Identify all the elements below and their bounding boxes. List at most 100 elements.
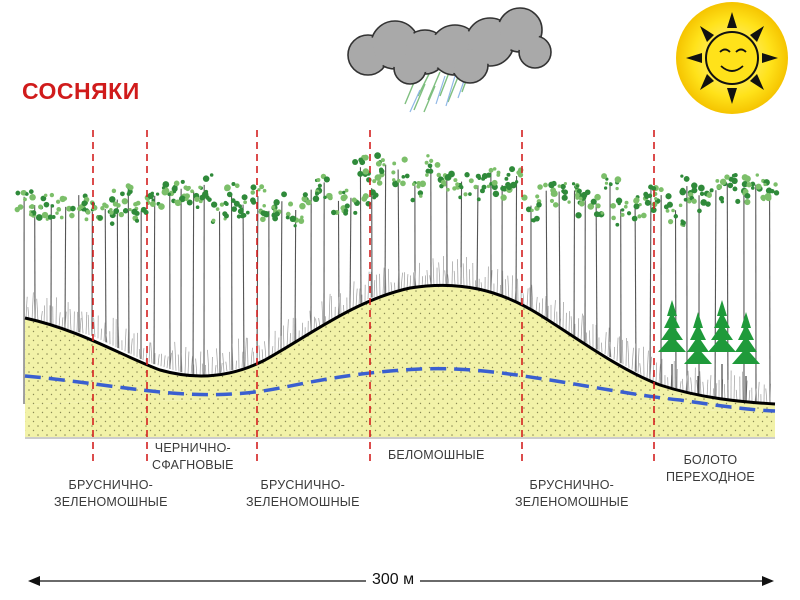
undergrowth-stroke — [337, 296, 340, 318]
undergrowth-stroke — [148, 342, 151, 363]
tree-trunk — [397, 169, 400, 291]
tree-crown — [391, 156, 408, 188]
tree-crown — [28, 193, 44, 221]
undergrowth-stroke — [340, 293, 342, 316]
undergrowth-stroke — [136, 332, 138, 358]
undergrowth-stroke — [715, 383, 718, 399]
zone-label-lingonberry-1: БРУСНИЧНО- ЗЕЛЕНОМОШНЫЕ — [54, 477, 168, 511]
tree-trunk — [515, 175, 518, 303]
undergrowth-stroke — [631, 347, 634, 370]
tree-trunk — [476, 185, 479, 290]
undergrowth-stroke — [330, 296, 333, 321]
spruce-tree — [658, 300, 686, 352]
undergrowth-stroke — [466, 257, 468, 287]
undergrowth-stroke — [87, 314, 90, 335]
undergrowth-stroke — [286, 319, 289, 348]
undergrowth-stroke — [655, 362, 658, 383]
tree-crown — [521, 194, 542, 223]
undergrowth-stroke — [124, 328, 127, 352]
undergrowth-stroke — [658, 363, 661, 384]
undergrowth-stroke — [130, 338, 133, 355]
undergrowth-stroke — [397, 271, 399, 292]
undergrowth-stroke — [150, 342, 153, 364]
undergrowth-stroke — [438, 262, 441, 286]
undergrowth-stroke — [199, 351, 202, 379]
undergrowth-stroke — [246, 337, 249, 367]
sun-icon — [676, 2, 788, 114]
tree-crown — [666, 201, 686, 227]
tree-crown — [144, 191, 165, 210]
undergrowth-stroke — [282, 325, 285, 349]
tree-crown — [40, 192, 56, 221]
undergrowth-stroke — [526, 288, 529, 308]
undergrowth-stroke — [490, 270, 493, 295]
tree-crown — [314, 173, 333, 201]
undergrowth-stroke — [58, 312, 61, 328]
undergrowth-stroke — [105, 334, 108, 343]
undergrowth-stroke — [355, 288, 358, 307]
undergrowth-stroke — [426, 270, 429, 287]
undergrowth-stroke — [601, 342, 603, 353]
undergrowth-stroke — [64, 311, 67, 329]
undergrowth-stroke — [207, 349, 210, 376]
undergrowth-stroke — [451, 261, 453, 285]
undergrowth-stroke — [442, 256, 444, 286]
tree-crown — [55, 195, 75, 220]
tree-crown — [689, 182, 710, 214]
undergrowth-stroke — [181, 353, 183, 373]
soil-lower — [25, 382, 775, 437]
tree-crown — [452, 172, 470, 200]
rain-cloud-icon — [347, 7, 552, 113]
undergrowth-stroke — [301, 322, 304, 339]
undergrowth-stroke — [142, 348, 145, 361]
undergrowth-stroke — [187, 351, 190, 375]
undergrowth-stroke — [352, 281, 355, 309]
undergrowth-stroke — [25, 296, 28, 319]
undergrowth-stroke — [444, 270, 447, 286]
undergrowth-stroke — [385, 266, 387, 295]
undergrowth-stroke — [570, 316, 573, 336]
tree-crown — [404, 173, 427, 203]
tree-crown — [184, 185, 203, 210]
undergrowth-stroke — [264, 341, 267, 359]
tree-crown — [198, 173, 214, 202]
undergrowth-stroke — [166, 356, 169, 369]
tree-crown — [574, 188, 591, 219]
tree-trunk — [649, 188, 652, 380]
undergrowth-stroke — [409, 275, 412, 289]
undergrowth-stroke — [577, 318, 580, 339]
undergrowth-stroke — [349, 285, 352, 311]
tree-crown — [587, 193, 605, 218]
undergrowth-stroke — [184, 346, 187, 374]
undergrowth-stroke — [61, 317, 64, 328]
undergrowth-stroke — [589, 330, 591, 346]
undergrowth-stroke — [622, 339, 624, 365]
tree-trunk — [104, 209, 107, 343]
undergrowth-stroke — [174, 341, 177, 371]
undergrowth-stroke — [93, 317, 96, 337]
undergrowth-stroke — [390, 282, 393, 293]
undergrowth-stroke — [241, 351, 244, 368]
undergrowth-stroke — [538, 302, 540, 315]
tree-crown — [210, 201, 229, 225]
undergrowth-stroke — [637, 348, 640, 373]
undergrowth-stroke — [375, 274, 378, 297]
undergrowth-stroke — [118, 326, 120, 349]
undergrowth-stroke — [706, 379, 709, 398]
undergrowth-stroke — [388, 268, 390, 294]
tree-trunk — [153, 195, 156, 365]
tree-trunk — [127, 195, 130, 354]
undergrowth-stroke — [724, 384, 726, 400]
tree-crown — [719, 172, 738, 192]
undergrowth-stroke — [748, 390, 751, 402]
tree-trunk — [294, 210, 297, 343]
tree-crown — [437, 170, 455, 192]
tree-crown — [374, 152, 386, 181]
undergrowth-stroke — [733, 375, 735, 401]
undergrowth-stroke — [190, 355, 193, 376]
undergrowth-stroke — [754, 388, 757, 403]
undergrowth-stroke — [400, 272, 403, 291]
undergrowth-stroke — [195, 358, 198, 378]
undergrowth-stroke — [220, 362, 223, 373]
